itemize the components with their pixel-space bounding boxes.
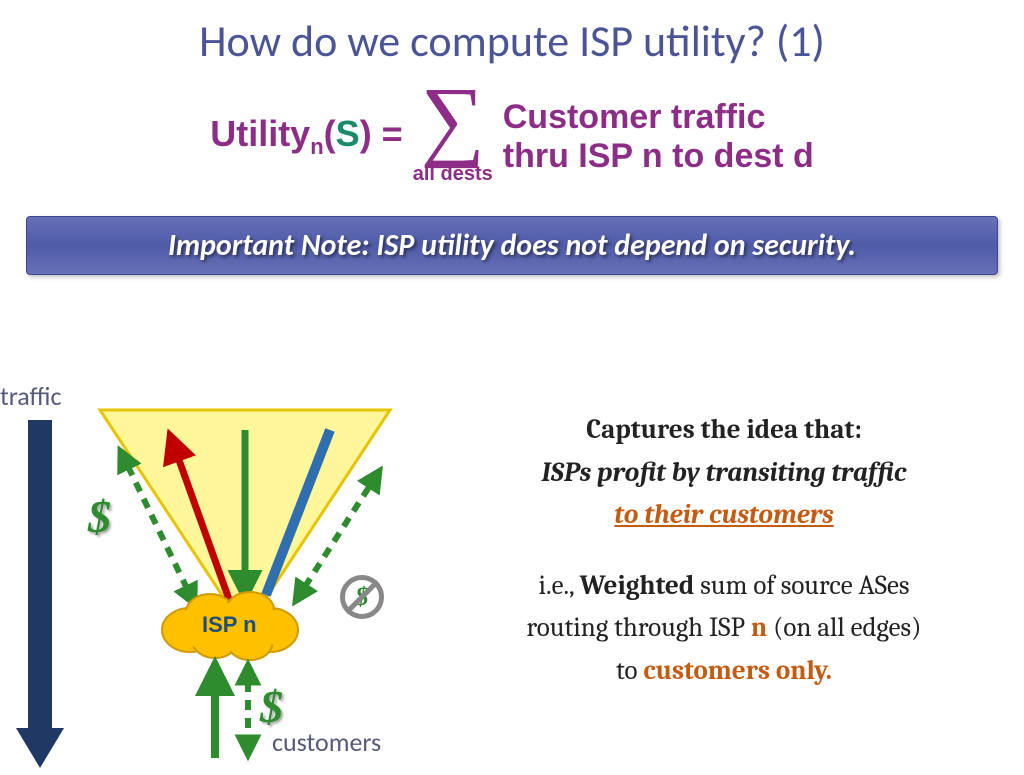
sigma-under-label: all dests xyxy=(413,163,493,186)
formula-utility: Utility xyxy=(210,113,310,154)
formula-right: Customer traffic thru ISP n to dest d xyxy=(503,98,814,176)
formula-right-l2: thru ISP n to dest d xyxy=(503,137,814,175)
sigma-block: ∑ all dests xyxy=(413,88,493,186)
formula-right-l1: Customer traffic xyxy=(503,98,766,136)
copy-l2: ISPs profit by transiting traffic xyxy=(450,453,998,494)
sigma-icon: ∑ xyxy=(421,88,485,151)
formula-paren-close: ) = xyxy=(360,113,403,154)
formula-paren-open: ( xyxy=(324,113,336,154)
no-dollar-icon: $ xyxy=(340,575,384,619)
copy-l5: routing through ISP n (on all edges) xyxy=(450,608,998,649)
dollar-icon-left: $ xyxy=(88,490,111,543)
utility-formula: Utilityn(S) = ∑ all dests Customer traff… xyxy=(0,88,1024,186)
formula-S: S xyxy=(336,113,360,154)
isp-n-label: ISP n xyxy=(202,612,257,638)
formula-left: Utilityn(S) = xyxy=(210,113,403,160)
diagram: ISP n $ $ $ xyxy=(0,380,440,770)
page-title: How do we compute ISP utility? (1) xyxy=(0,0,1024,68)
important-note-bar: Important Note: ISP utility does not dep… xyxy=(26,216,998,275)
traffic-arrow xyxy=(16,420,64,768)
copy-l3: to their customers xyxy=(450,495,998,536)
customers-label: customers xyxy=(272,726,381,758)
body-area: traffic xyxy=(0,380,1024,768)
copy-l1: Captures the idea that: xyxy=(450,410,998,451)
copy-l4: i.e., Weighted sum of source ASes xyxy=(450,566,998,607)
copy-l6: to customers only. xyxy=(450,651,998,692)
formula-sub-n: n xyxy=(310,135,323,160)
explanation-text: Captures the idea that: ISPs profit by t… xyxy=(450,410,998,693)
